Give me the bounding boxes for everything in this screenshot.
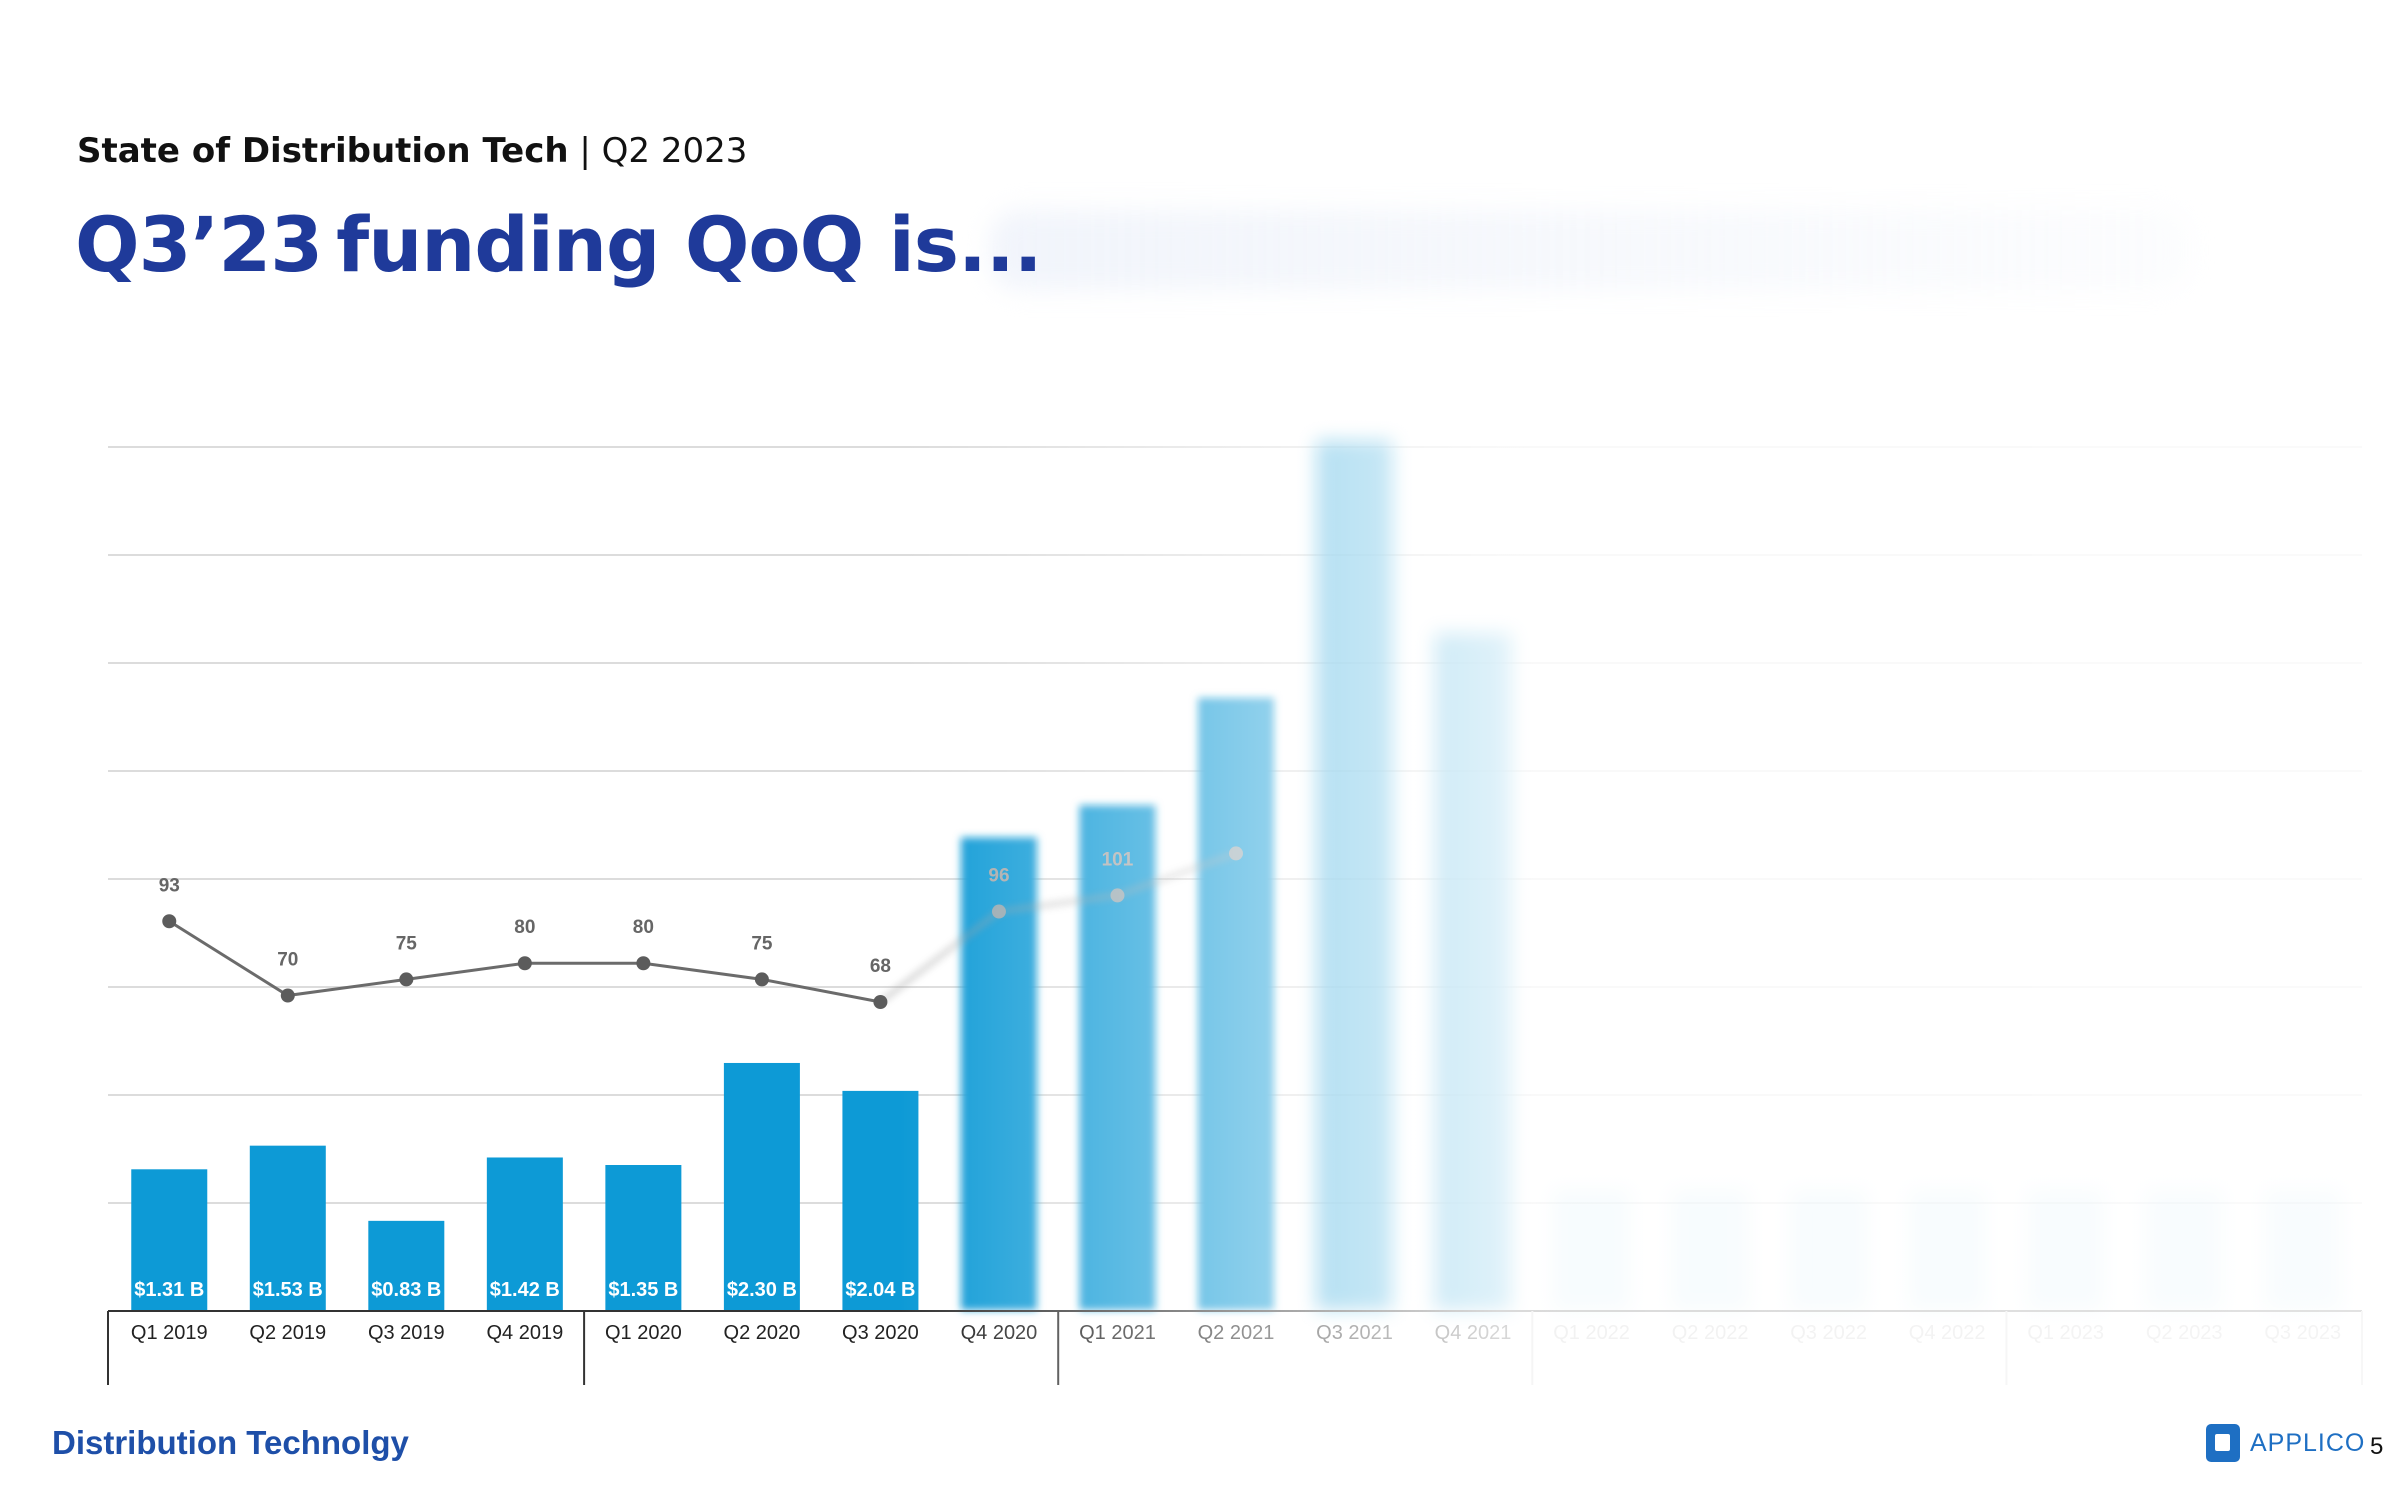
x-tick-label: Q2 2020 [724, 1322, 801, 1344]
bar-hidden [1672, 1190, 1749, 1310]
line-point [1110, 888, 1125, 903]
bar-hidden [2146, 1190, 2223, 1310]
x-tick-label: Q4 2022 [1909, 1322, 1986, 1344]
line-point-label: 80 [633, 917, 654, 938]
x-tick-label: Q2 2023 [2146, 1322, 2223, 1344]
line-point-label: 96 [988, 866, 1009, 887]
bar-hidden [1790, 1190, 1867, 1310]
bar [486, 1157, 563, 1310]
line-point-label: 75 [396, 933, 418, 954]
x-tick-label: Q2 2019 [249, 1322, 326, 1344]
x-tick-label: Q1 2021 [1079, 1322, 1156, 1344]
x-tick-label: Q3 2022 [1790, 1322, 1867, 1344]
bar [1198, 697, 1274, 1310]
x-tick-label: Q1 2022 [1553, 1322, 1630, 1344]
brand-wordmark: Distribution Technolgy [52, 1424, 409, 1461]
blurred-headline-continuation [990, 210, 2190, 290]
bar [1316, 440, 1393, 1310]
line-point-label: 75 [751, 933, 773, 954]
bar [1435, 633, 1512, 1310]
bar-value-label: $2.30 B [727, 1279, 797, 1301]
line-point-label: 68 [870, 956, 891, 977]
line-point [399, 972, 414, 987]
line-point [873, 995, 888, 1009]
line-point [636, 956, 651, 971]
report-kicker: State of Distribution Tech | Q2 2023 [77, 131, 747, 171]
x-tick-label: Q4 2020 [961, 1322, 1038, 1344]
page-title: Q3’23 funding QoQ is... [75, 200, 1043, 289]
line-point [754, 972, 769, 987]
bar-value-label: $1.53 B [253, 1279, 323, 1301]
x-tick-label: Q4 2019 [486, 1322, 563, 1344]
bar-value-label: $1.42 B [490, 1279, 560, 1301]
x-tick-label: Q1 2020 [605, 1322, 682, 1344]
line-point [517, 956, 532, 971]
line-point-label: 80 [514, 917, 535, 938]
line-point [162, 914, 177, 929]
bar-value-label: $1.31 B [134, 1279, 204, 1301]
x-tick-label: Q4 2021 [1435, 1322, 1512, 1344]
bar [249, 1145, 326, 1310]
page-number: 5 [2370, 1433, 2384, 1460]
bar [368, 1220, 445, 1310]
x-tick-label: Q1 2023 [2027, 1322, 2104, 1344]
bar [1079, 805, 1156, 1310]
applico-logo: APPLICO [2206, 1424, 2365, 1462]
report-name: State of Distribution Tech [77, 131, 569, 171]
line-point [991, 904, 1006, 919]
line-point-label: 93 [159, 875, 180, 896]
x-tick-label: Q2 2021 [1198, 1322, 1275, 1344]
line-point [1229, 846, 1243, 861]
bar-value-label: $2.04 B [845, 1279, 915, 1301]
line-point-label: 101 [1102, 849, 1134, 870]
bar-value-label: $1.35 B [608, 1279, 678, 1301]
x-tick-label: Q3 2023 [2264, 1322, 2341, 1344]
applico-logo-text: APPLICO [2250, 1428, 2366, 1457]
report-period: | Q2 2023 [579, 131, 748, 171]
bar-hidden [1553, 1190, 1630, 1310]
title-text: funding QoQ is... [336, 200, 1042, 289]
x-tick-label: Q3 2020 [842, 1322, 919, 1344]
bar [842, 1090, 919, 1310]
bar-hidden [2027, 1190, 2104, 1310]
x-tick-label: Q3 2019 [368, 1322, 445, 1344]
bar [723, 1062, 800, 1310]
bar-hidden [1909, 1190, 1986, 1310]
title-quarter: Q3’23 [75, 200, 323, 289]
line-point-label: 70 [277, 950, 298, 971]
bar [131, 1169, 208, 1310]
line-path-faded [879, 852, 1237, 1004]
x-tick-label: Q2 2022 [1672, 1322, 1749, 1344]
bar-value-label: $0.83 B [371, 1279, 441, 1301]
chart-bars [131, 440, 2341, 1310]
x-tick-label: Q1 2019 [131, 1322, 208, 1344]
applico-logo-icon [2206, 1424, 2240, 1462]
bar [605, 1165, 682, 1310]
chart-bar-labels: $1.31 B $1.53 B $0.83 B $1.42 B $1.35 B $2.30… [134, 1279, 915, 1301]
chart-x-axis: Q1 2019 Q2 2019 Q3 2019 Q4 2019 Q1 2020 Q2 20… [107, 1310, 2363, 1385]
bar-hidden [2264, 1190, 2341, 1310]
x-tick-label: Q3 2021 [1316, 1322, 1393, 1344]
line-point [280, 988, 295, 1003]
